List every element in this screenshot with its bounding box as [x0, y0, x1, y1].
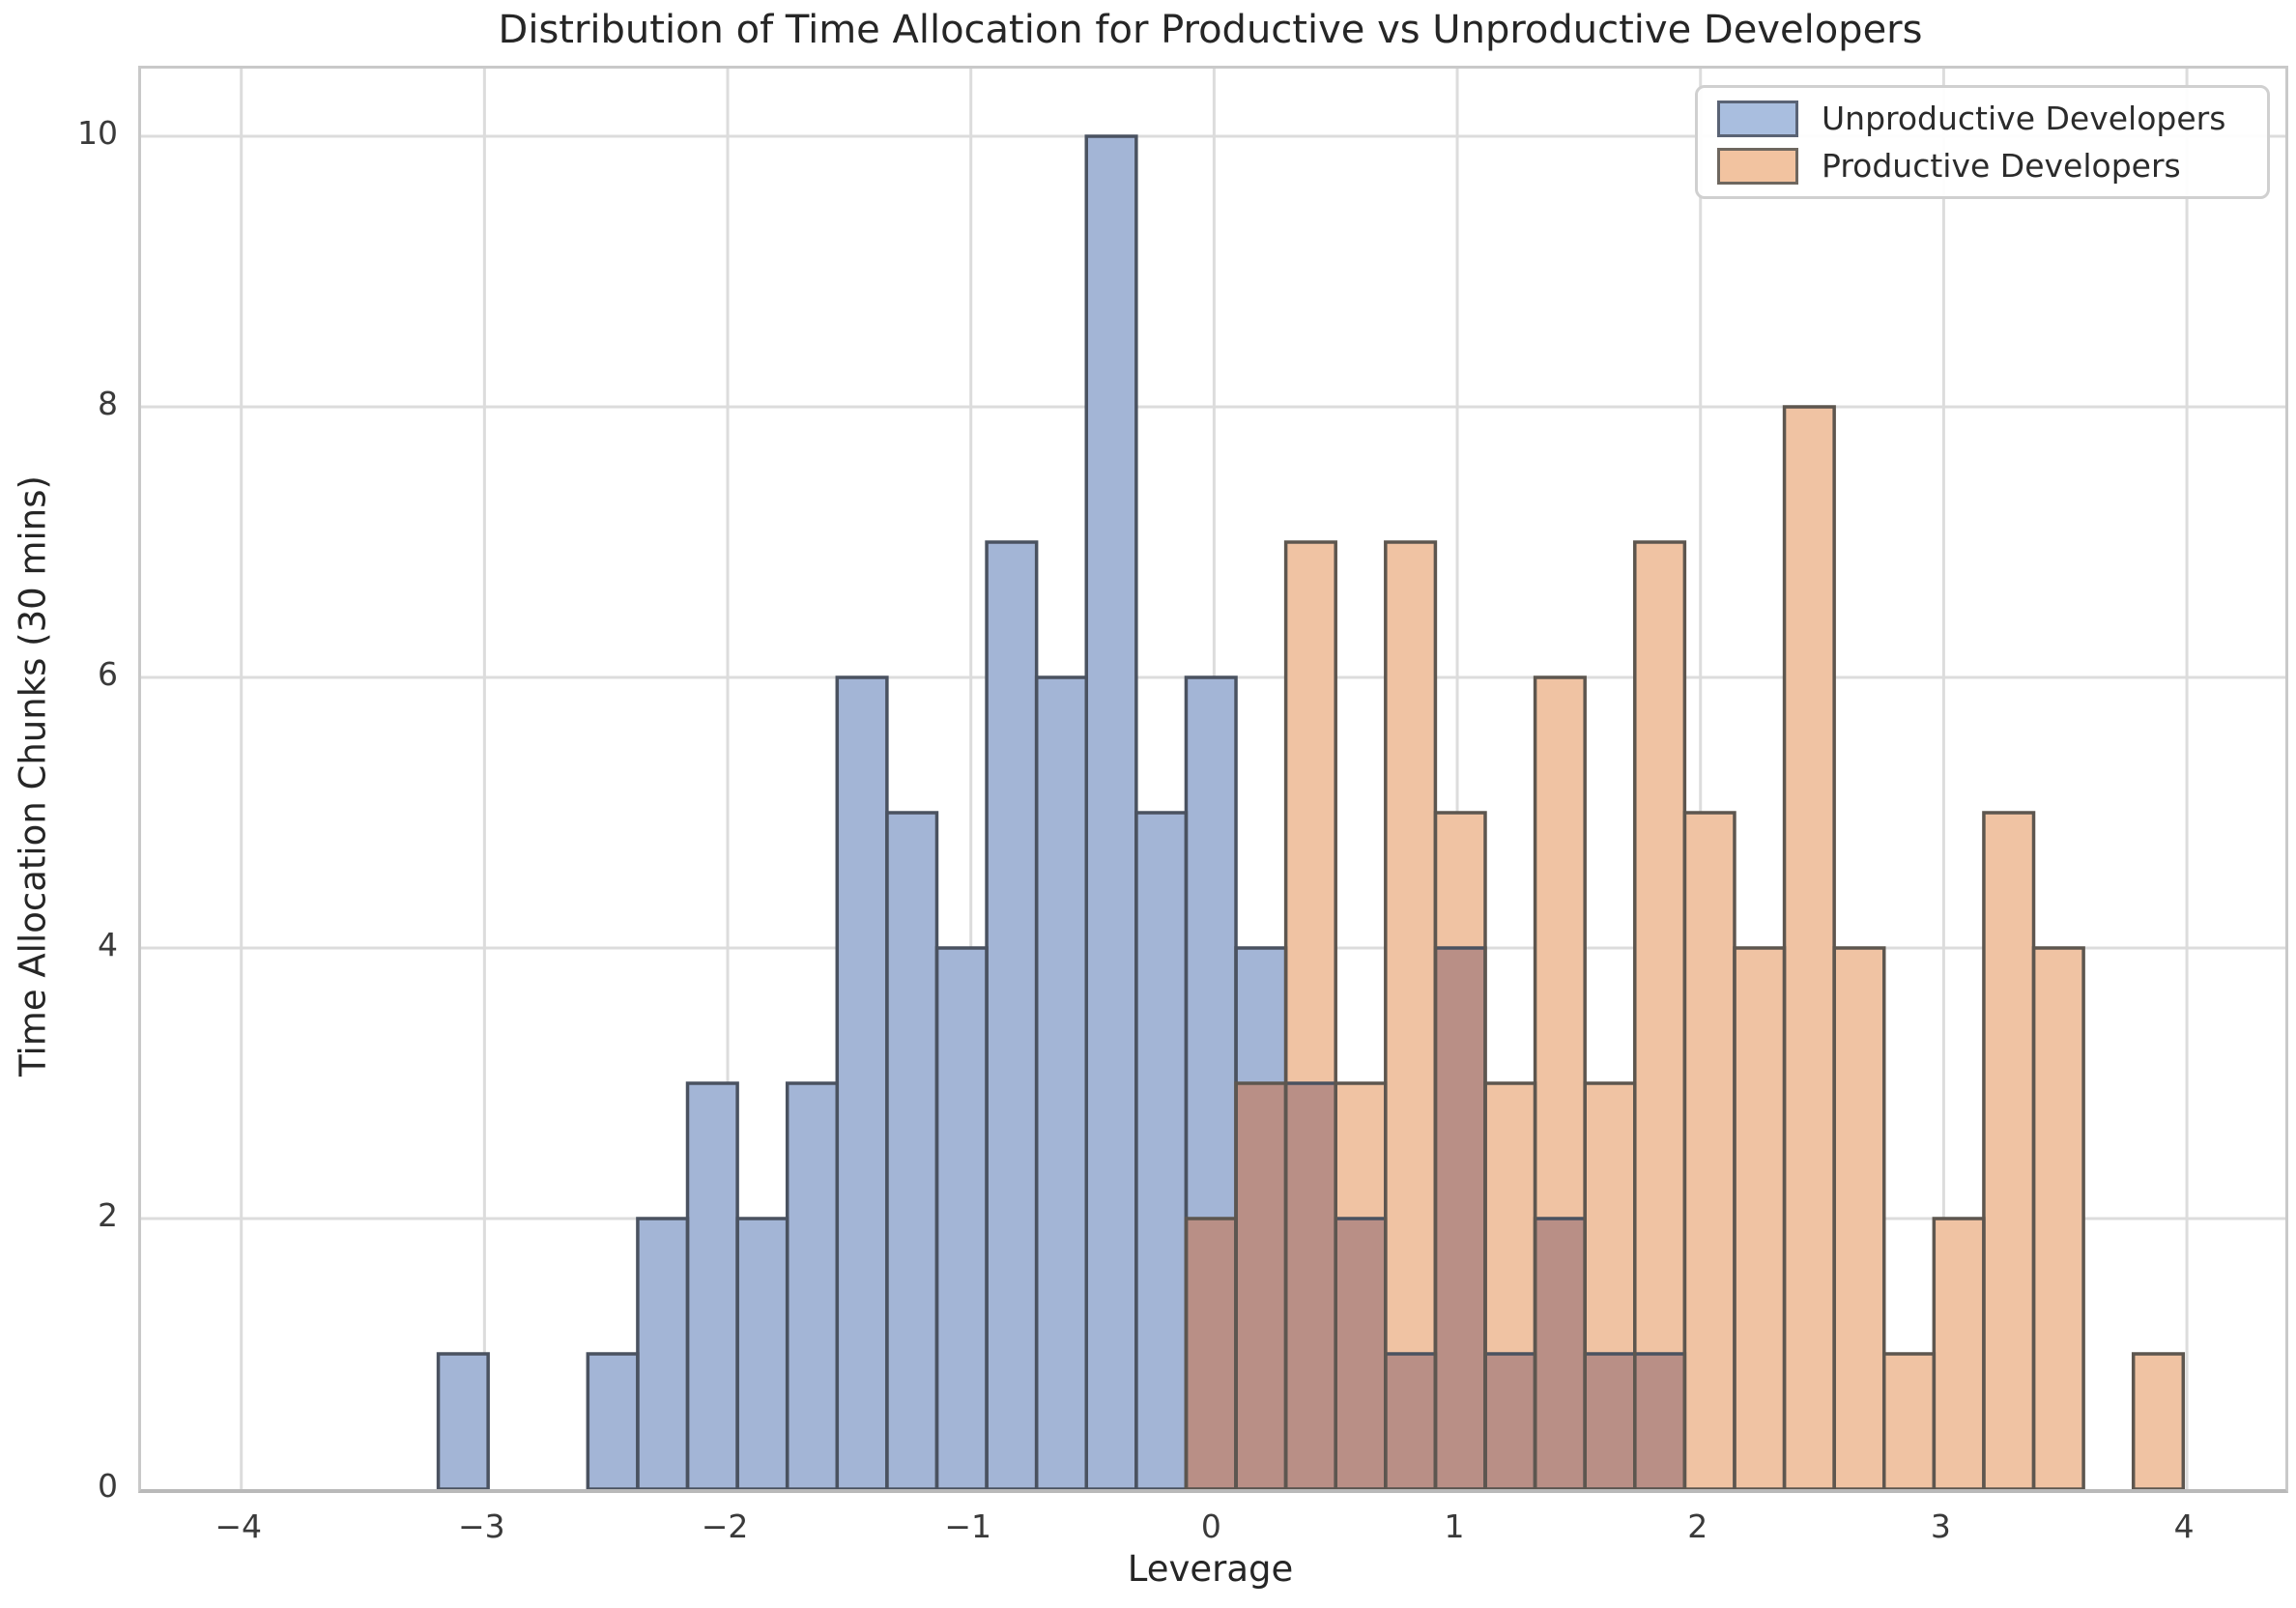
- x-tick-label: −3: [458, 1508, 505, 1545]
- hist-bar-fill: [588, 1354, 638, 1489]
- hist-overlap-fill: [1285, 1083, 1336, 1489]
- hist-bar-edge: [2131, 1352, 2186, 1489]
- legend-label: Unproductive Developers: [1822, 100, 2226, 137]
- hist-overlap-fill: [1435, 948, 1485, 1489]
- hist-bar-edge: [1283, 540, 1337, 1489]
- histogram-canvas: [141, 69, 2285, 1489]
- hist-bar-fill: [1086, 136, 1136, 1489]
- x-axis-label: Leverage: [1127, 1548, 1294, 1590]
- hist-bar-fill: [637, 1219, 688, 1489]
- hist-bar-fill: [1385, 542, 1436, 1489]
- x-tick-label: −2: [701, 1508, 749, 1545]
- y-tick-label: 8: [98, 385, 118, 422]
- hist-bar-edge: [2031, 946, 2085, 1489]
- hist-bar-fill: [987, 542, 1037, 1489]
- hist-bar-fill: [886, 813, 937, 1489]
- hist-overlap-fill: [1535, 1219, 1586, 1489]
- y-axis-label: Time Allocation Chunks (30 mins): [12, 475, 54, 1077]
- legend-swatch-unproductive: [1717, 100, 1798, 137]
- y-tick-label: 2: [98, 1196, 118, 1234]
- legend-item-unproductive: Unproductive Developers: [1717, 100, 2248, 137]
- hist-bar-fill: [936, 948, 988, 1489]
- x-tick-label: 0: [1200, 1508, 1221, 1545]
- hist-bar-fill: [1135, 813, 1187, 1489]
- hist-bar-fill: [1036, 677, 1087, 1489]
- x-tick-label: −4: [215, 1508, 263, 1545]
- hist-bar-fill: [2133, 1354, 2184, 1489]
- hist-overlap-fill: [1186, 1219, 1237, 1489]
- y-tick-label: 4: [98, 926, 118, 963]
- hist-overlap-fill: [1585, 1354, 1635, 1489]
- hist-bar-fill: [1834, 948, 1884, 1489]
- hist-bar-edge: [1832, 946, 1886, 1489]
- hist-overlap-fill: [1634, 1354, 1685, 1489]
- x-tick-label: 2: [1687, 1508, 1708, 1545]
- y-tick-label: 0: [98, 1467, 118, 1505]
- legend: Unproductive Developers Productive Devel…: [1695, 85, 2270, 199]
- legend-swatch-productive: [1717, 147, 1798, 185]
- plot-area: [138, 66, 2288, 1493]
- hist-bar-fill: [2033, 948, 2084, 1489]
- hist-bar-fill: [837, 677, 887, 1489]
- legend-label: Productive Developers: [1822, 147, 2181, 185]
- hist-bar-fill: [1684, 813, 1735, 1489]
- hist-bar-fill: [1734, 948, 1785, 1489]
- hist-bar-fill: [787, 1083, 838, 1489]
- x-tick-label: 4: [2173, 1508, 2195, 1545]
- hist-overlap-fill: [1236, 1083, 1286, 1489]
- hist-bar-fill: [1634, 542, 1685, 1489]
- x-tick-label: 1: [1444, 1508, 1465, 1545]
- chart-title: Distribution of Time Allocation for Prod…: [498, 8, 1923, 52]
- x-axis-ticks: −4 −3 −2 −1 0 1 2 3 4: [138, 1508, 2282, 1554]
- y-tick-label: 10: [77, 114, 118, 152]
- hist-bar-fill: [1934, 1219, 1984, 1489]
- y-tick-label: 6: [98, 655, 118, 693]
- hist-bar-fill: [737, 1219, 788, 1489]
- hist-overlap-fill: [1484, 1354, 1535, 1489]
- hist-overlap-fill: [1335, 1219, 1386, 1489]
- y-axis-ticks: 0 2 4 6 8 10: [0, 0, 118, 1608]
- legend-item-productive: Productive Developers: [1717, 147, 2248, 185]
- x-tick-label: 3: [1930, 1508, 1951, 1545]
- hist-bar-edge: [436, 1352, 490, 1489]
- hist-bar-fill: [1883, 1354, 1935, 1489]
- hist-bar-fill: [687, 1083, 738, 1489]
- x-tick-label: −1: [944, 1508, 992, 1545]
- hist-bar-fill: [438, 1354, 489, 1489]
- hist-bar-fill: [1784, 407, 1835, 1489]
- hist-overlap-fill: [1385, 1354, 1436, 1489]
- hist-bar-fill: [1983, 813, 2034, 1489]
